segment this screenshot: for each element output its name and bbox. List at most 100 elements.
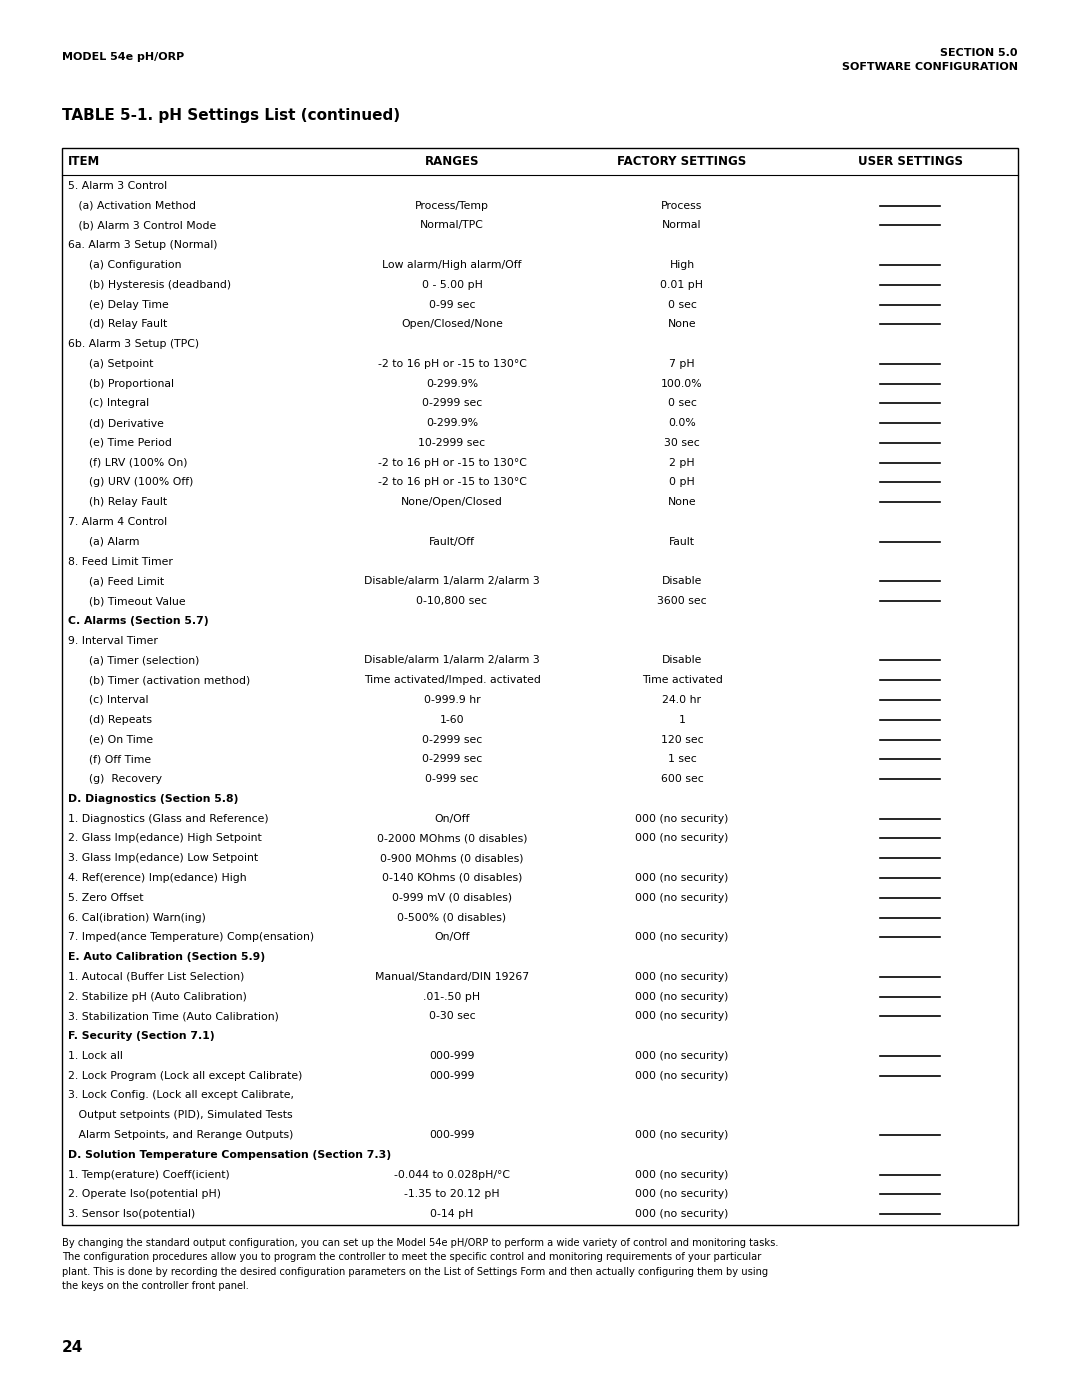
Text: (a) Alarm: (a) Alarm — [68, 536, 139, 546]
Text: .01-.50 pH: .01-.50 pH — [423, 992, 481, 1002]
Text: 100.0%: 100.0% — [661, 379, 703, 388]
Text: None: None — [667, 320, 697, 330]
Text: Open/Closed/None: Open/Closed/None — [401, 320, 503, 330]
Text: 1: 1 — [678, 715, 686, 725]
Text: 3. Stabilization Time (Auto Calibration): 3. Stabilization Time (Auto Calibration) — [68, 1011, 279, 1021]
Text: 1. Autocal (Buffer List Selection): 1. Autocal (Buffer List Selection) — [68, 972, 244, 982]
Text: 10-2999 sec: 10-2999 sec — [418, 437, 486, 448]
Text: (b) Hysteresis (deadband): (b) Hysteresis (deadband) — [68, 279, 231, 289]
Text: MODEL 54e pH/ORP: MODEL 54e pH/ORP — [62, 52, 185, 61]
Text: 8. Feed Limit Timer: 8. Feed Limit Timer — [68, 556, 173, 567]
Text: 0 sec: 0 sec — [667, 299, 697, 310]
Text: 000 (no security): 000 (no security) — [635, 1051, 729, 1060]
Text: 24.0 hr: 24.0 hr — [662, 694, 702, 705]
Text: Disable: Disable — [662, 655, 702, 665]
Text: 000-999: 000-999 — [429, 1051, 475, 1060]
Text: 2. Glass Imp(edance) High Setpoint: 2. Glass Imp(edance) High Setpoint — [68, 834, 261, 844]
Text: -0.044 to 0.028pH/°C: -0.044 to 0.028pH/°C — [394, 1169, 510, 1179]
Text: By changing the standard output configuration, you can set up the Model 54e pH/O: By changing the standard output configur… — [62, 1238, 779, 1291]
Text: D. Solution Temperature Compensation (Section 7.3): D. Solution Temperature Compensation (Se… — [68, 1150, 391, 1160]
Text: C. Alarms (Section 5.7): C. Alarms (Section 5.7) — [68, 616, 208, 626]
Text: (d) Derivative: (d) Derivative — [68, 418, 164, 427]
Text: 000 (no security): 000 (no security) — [635, 1011, 729, 1021]
Text: FACTORY SETTINGS: FACTORY SETTINGS — [618, 155, 746, 168]
Text: High: High — [670, 260, 694, 270]
Text: 0-299.9%: 0-299.9% — [426, 379, 478, 388]
Text: 2. Lock Program (Lock all except Calibrate): 2. Lock Program (Lock all except Calibra… — [68, 1070, 302, 1081]
Text: 000-999: 000-999 — [429, 1130, 475, 1140]
Text: 0-10,800 sec: 0-10,800 sec — [417, 597, 487, 606]
Text: -2 to 16 pH or -15 to 130°C: -2 to 16 pH or -15 to 130°C — [378, 458, 526, 468]
Text: (b) Timer (activation method): (b) Timer (activation method) — [68, 675, 251, 685]
Text: 0-2999 sec: 0-2999 sec — [422, 754, 482, 764]
Text: Process/Temp: Process/Temp — [415, 201, 489, 211]
Text: (b) Timeout Value: (b) Timeout Value — [68, 597, 186, 606]
Text: RANGES: RANGES — [424, 155, 480, 168]
Text: Low alarm/High alarm/Off: Low alarm/High alarm/Off — [382, 260, 522, 270]
Text: (a) Setpoint: (a) Setpoint — [68, 359, 153, 369]
Text: None/Open/Closed: None/Open/Closed — [401, 497, 503, 507]
Text: None: None — [667, 497, 697, 507]
Text: 000 (no security): 000 (no security) — [635, 873, 729, 883]
Text: (g) URV (100% Off): (g) URV (100% Off) — [68, 478, 193, 488]
Text: 000 (no security): 000 (no security) — [635, 1130, 729, 1140]
Text: 3. Glass Imp(edance) Low Setpoint: 3. Glass Imp(edance) Low Setpoint — [68, 854, 258, 863]
Text: Output setpoints (PID), Simulated Tests: Output setpoints (PID), Simulated Tests — [68, 1111, 293, 1120]
Text: 000 (no security): 000 (no security) — [635, 972, 729, 982]
Text: (f) LRV (100% On): (f) LRV (100% On) — [68, 458, 188, 468]
Text: (h) Relay Fault: (h) Relay Fault — [68, 497, 167, 507]
Text: Fault/Off: Fault/Off — [429, 536, 475, 546]
Text: 0-900 MOhms (0 disables): 0-900 MOhms (0 disables) — [380, 854, 524, 863]
Text: 4. Ref(erence) Imp(edance) High: 4. Ref(erence) Imp(edance) High — [68, 873, 246, 883]
Text: 9. Interval Timer: 9. Interval Timer — [68, 636, 158, 645]
Text: Process: Process — [661, 201, 703, 211]
Text: Time activated/Imped. activated: Time activated/Imped. activated — [364, 675, 540, 685]
Text: 000 (no security): 000 (no security) — [635, 813, 729, 824]
Text: 0-2999 sec: 0-2999 sec — [422, 398, 482, 408]
Text: -2 to 16 pH or -15 to 130°C: -2 to 16 pH or -15 to 130°C — [378, 359, 526, 369]
Text: 3. Sensor Iso(potential): 3. Sensor Iso(potential) — [68, 1210, 195, 1220]
Text: (e) On Time: (e) On Time — [68, 735, 153, 745]
Text: 1-60: 1-60 — [440, 715, 464, 725]
Text: On/Off: On/Off — [434, 813, 470, 824]
Text: 0.0%: 0.0% — [669, 418, 696, 427]
Text: 1. Diagnostics (Glass and Reference): 1. Diagnostics (Glass and Reference) — [68, 813, 269, 824]
Text: 2. Stabilize pH (Auto Calibration): 2. Stabilize pH (Auto Calibration) — [68, 992, 247, 1002]
Text: E. Auto Calibration (Section 5.9): E. Auto Calibration (Section 5.9) — [68, 953, 265, 963]
Text: (d) Relay Fault: (d) Relay Fault — [68, 320, 167, 330]
Text: 000 (no security): 000 (no security) — [635, 834, 729, 844]
Text: Fault: Fault — [669, 536, 696, 546]
Text: (b) Proportional: (b) Proportional — [68, 379, 174, 388]
Text: (e) Delay Time: (e) Delay Time — [68, 299, 168, 310]
Text: 7 pH: 7 pH — [670, 359, 694, 369]
Text: 3. Lock Config. (Lock all except Calibrate,: 3. Lock Config. (Lock all except Calibra… — [68, 1091, 294, 1101]
Text: 000 (no security): 000 (no security) — [635, 893, 729, 902]
Text: Normal: Normal — [662, 221, 702, 231]
Text: Alarm Setpoints, and Rerange Outputs): Alarm Setpoints, and Rerange Outputs) — [68, 1130, 294, 1140]
Text: 0-500% (0 disables): 0-500% (0 disables) — [397, 912, 507, 922]
Text: (a) Activation Method: (a) Activation Method — [68, 201, 195, 211]
Text: 6a. Alarm 3 Setup (Normal): 6a. Alarm 3 Setup (Normal) — [68, 240, 217, 250]
Text: SECTION 5.0: SECTION 5.0 — [941, 47, 1018, 59]
Text: 6b. Alarm 3 Setup (TPC): 6b. Alarm 3 Setup (TPC) — [68, 339, 199, 349]
Text: (a) Configuration: (a) Configuration — [68, 260, 181, 270]
Text: 0-999.9 hr: 0-999.9 hr — [423, 694, 481, 705]
Text: SOFTWARE CONFIGURATION: SOFTWARE CONFIGURATION — [842, 61, 1018, 73]
Text: -1.35 to 20.12 pH: -1.35 to 20.12 pH — [404, 1189, 500, 1200]
Text: 0-99 sec: 0-99 sec — [429, 299, 475, 310]
Text: 000 (no security): 000 (no security) — [635, 1070, 729, 1081]
Text: Disable/alarm 1/alarm 2/alarm 3: Disable/alarm 1/alarm 2/alarm 3 — [364, 655, 540, 665]
Text: 0-2999 sec: 0-2999 sec — [422, 735, 482, 745]
Text: (a) Feed Limit: (a) Feed Limit — [68, 577, 164, 587]
Text: 5. Alarm 3 Control: 5. Alarm 3 Control — [68, 180, 167, 191]
Text: 0-14 pH: 0-14 pH — [430, 1210, 474, 1220]
Text: 0-999 mV (0 disables): 0-999 mV (0 disables) — [392, 893, 512, 902]
Text: USER SETTINGS: USER SETTINGS — [858, 155, 962, 168]
Text: 0-140 KOhms (0 disables): 0-140 KOhms (0 disables) — [382, 873, 523, 883]
Text: (b) Alarm 3 Control Mode: (b) Alarm 3 Control Mode — [68, 221, 216, 231]
Text: 120 sec: 120 sec — [661, 735, 703, 745]
Text: 0-2000 MOhms (0 disables): 0-2000 MOhms (0 disables) — [377, 834, 527, 844]
Text: 0-30 sec: 0-30 sec — [429, 1011, 475, 1021]
Text: F. Security (Section 7.1): F. Security (Section 7.1) — [68, 1031, 215, 1041]
Text: (g)  Recovery: (g) Recovery — [68, 774, 162, 784]
